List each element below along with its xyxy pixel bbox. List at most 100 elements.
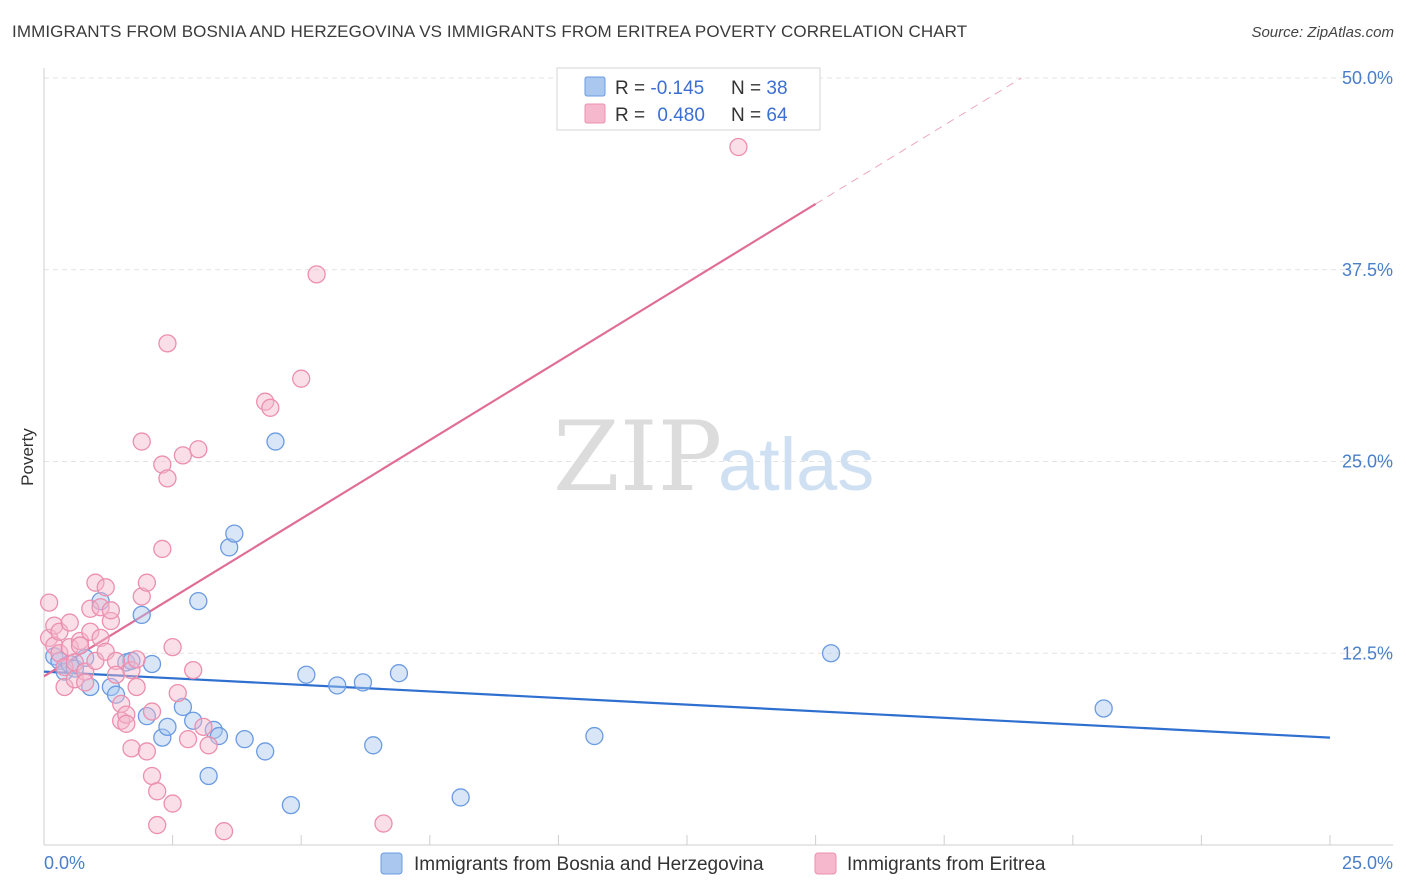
pink-point-40 — [142, 702, 162, 721]
blue-point-26 — [256, 742, 275, 761]
pink-point-44 — [153, 455, 172, 474]
pink-trendline-extension — [815, 77, 1022, 205]
pink-point-4 — [50, 644, 69, 663]
pink-point-52 — [178, 730, 198, 749]
pink-point-60 — [292, 369, 311, 388]
pink-point-12 — [70, 631, 90, 651]
data-points — [39, 137, 1113, 841]
pink-point-41 — [142, 766, 162, 786]
pink-point-34 — [127, 650, 146, 669]
y-tick-label-2: 37.5% — [1342, 260, 1393, 280]
pink-point-50 — [168, 683, 187, 703]
blue-point-23 — [220, 538, 239, 557]
pink-point-57 — [214, 822, 234, 841]
pink-point-56 — [199, 736, 218, 755]
legend-swatch-blue — [584, 76, 606, 97]
x-tick-labels: 0.0% 25.0% — [44, 853, 1393, 873]
pink-point-11 — [65, 653, 85, 672]
pink-point-33 — [122, 660, 141, 680]
legend-r-label-1: R = — [615, 78, 650, 99]
pink-point-43 — [148, 815, 167, 835]
pink-point-26 — [106, 651, 126, 671]
pink-point-31 — [117, 714, 136, 733]
legend-n-label-2: N = — [731, 105, 766, 126]
pink-point-39 — [137, 742, 157, 761]
pink-point-16 — [81, 622, 100, 641]
pink-point-55 — [194, 717, 213, 737]
blue-point-35 — [585, 726, 604, 746]
pink-point-19 — [86, 573, 105, 592]
blue-point-14 — [142, 654, 162, 674]
watermark-zip: ZIP — [553, 401, 722, 513]
pink-point-30 — [117, 705, 136, 724]
bottom-legend-swatch-pink — [814, 852, 837, 875]
legend-n-label-1: N = — [731, 78, 766, 99]
bottom-legend: Immigrants from Bosnia and Herzegovina I… — [380, 852, 1046, 875]
axes — [43, 68, 1393, 846]
blue-point-28 — [281, 795, 301, 815]
blue-point-33 — [389, 664, 409, 683]
y-tick-labels: 12.5% 25.0% 37.5% 50.0% — [1342, 68, 1393, 663]
pink-point-53 — [184, 660, 203, 680]
legend-n-value-1: 38 — [766, 78, 787, 99]
legend-r-label-2: R = — [615, 105, 650, 126]
pink-point-23 — [96, 642, 115, 661]
blue-point-12 — [132, 605, 151, 625]
pink-point-25 — [101, 601, 121, 620]
pink-point-5 — [50, 622, 69, 641]
pink-point-49 — [163, 794, 182, 813]
pink-point-47 — [158, 334, 177, 353]
pink-point-38 — [137, 573, 157, 592]
gridlines — [44, 77, 1393, 654]
pink-point-37 — [132, 432, 151, 451]
watermark-atlas: atlas — [718, 423, 874, 506]
legend-n-2: N = 64 — [731, 105, 788, 126]
blue-point-31 — [353, 673, 373, 692]
blue-point-19 — [189, 591, 208, 611]
pink-point-24 — [101, 611, 121, 631]
pink-point-7 — [55, 657, 74, 677]
pink-point-21 — [91, 598, 110, 617]
bottom-legend-label-pink: Immigrants from Eritrea — [847, 854, 1046, 875]
pink-point-35 — [127, 677, 146, 697]
blue-trendline — [43, 670, 1331, 739]
pink-point-42 — [148, 782, 167, 801]
pink-point-51 — [173, 446, 193, 465]
pink-point-9 — [60, 613, 79, 632]
bottom-legend-label-blue: Immigrants from Bosnia and Herzegovina — [414, 854, 764, 875]
pink-point-20 — [91, 628, 110, 648]
legend-r-value-2: 0.480 — [657, 105, 705, 126]
pink-point-45 — [153, 539, 172, 559]
pink-point-15 — [76, 673, 95, 692]
pink-point-36 — [132, 587, 151, 606]
pink-point-27 — [106, 665, 126, 684]
legend-row-2: R = 0.480 — [615, 105, 705, 126]
y-tick-label-0: 12.5% — [1342, 643, 1393, 663]
pink-point-54 — [189, 440, 208, 459]
pink-point-18 — [86, 651, 105, 671]
blue-point-22 — [209, 726, 229, 746]
blue-point-34 — [451, 788, 470, 807]
pink-point-61 — [307, 265, 326, 284]
pink-point-13 — [70, 636, 90, 655]
x-tick-label-min: 0.0% — [44, 853, 85, 873]
pink-point-46 — [158, 469, 177, 488]
watermark: ZIP atlas — [553, 401, 874, 513]
blue-point-37 — [1094, 699, 1113, 718]
blue-point-15 — [153, 728, 172, 747]
blue-point-32 — [364, 736, 383, 755]
legend-n-1: N = 38 — [731, 78, 788, 99]
pink-point-62 — [374, 814, 393, 833]
pink-trendline — [43, 203, 817, 678]
trendlines — [43, 77, 1331, 739]
bottom-legend-swatch-blue — [380, 852, 403, 875]
pink-point-48 — [163, 637, 182, 657]
blue-point-29 — [297, 665, 316, 684]
legend-swatch-pink — [584, 103, 606, 124]
pink-point-22 — [96, 578, 115, 597]
legend-r-value-1: -0.145 — [650, 78, 704, 99]
source-label: Source: ZipAtlas.com — [1251, 24, 1394, 41]
pink-point-32 — [122, 739, 141, 758]
y-tick-label-1: 25.0% — [1342, 452, 1393, 472]
legend: R = -0.145 N = 38 R = 0.480 N = 64 — [556, 67, 821, 131]
